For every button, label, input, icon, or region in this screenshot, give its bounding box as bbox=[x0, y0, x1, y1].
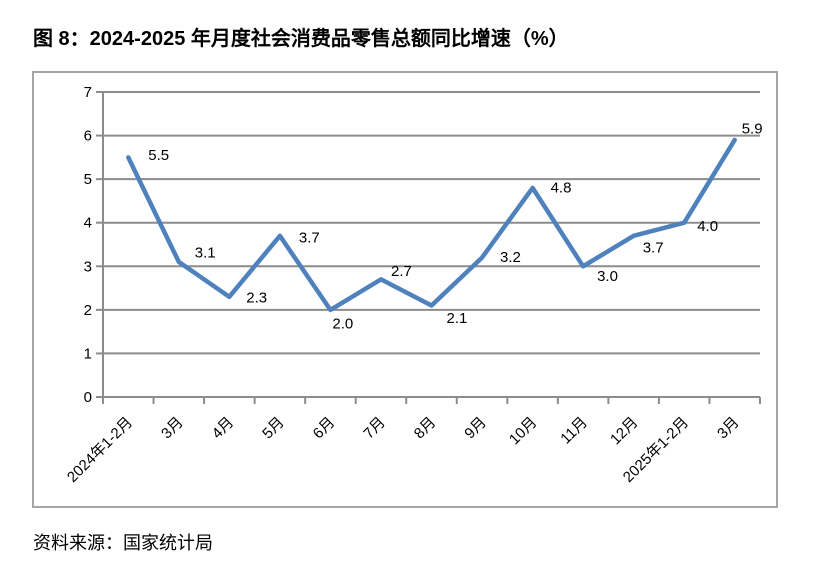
y-axis-label: 3 bbox=[84, 258, 92, 275]
data-point-label: 2.1 bbox=[447, 310, 468, 327]
x-axis-label: 12月 bbox=[607, 414, 641, 448]
x-axis-label: 5月 bbox=[259, 414, 288, 443]
y-axis-label: 7 bbox=[84, 84, 92, 101]
y-axis-label: 1 bbox=[84, 345, 92, 362]
x-axis-label: 3月 bbox=[714, 414, 743, 443]
figure-title: 图 8：2024-2025 年月度社会消费品零售总额同比增速（%） bbox=[33, 28, 569, 50]
y-axis-label: 5 bbox=[84, 171, 92, 188]
chart-frame: 0 1 2 3 4 5 6 7 2024年1-2月 3月 4月 5月 6月 7月 8月 9月 10月 11月 12月… bbox=[32, 71, 778, 508]
data-point-label: 2.0 bbox=[332, 315, 353, 332]
x-axis-label: 7月 bbox=[360, 414, 389, 443]
data-point-label: 5.9 bbox=[742, 120, 763, 137]
x-axis-label: 3月 bbox=[158, 414, 187, 443]
x-axis-label: 6月 bbox=[310, 414, 339, 443]
y-axis-label: 2 bbox=[84, 302, 92, 319]
data-point-label: 2.7 bbox=[391, 263, 412, 280]
data-point-label: 3.7 bbox=[299, 229, 320, 246]
data-point-label: 2.3 bbox=[246, 289, 267, 306]
y-axis-label: 6 bbox=[84, 128, 92, 145]
x-axis-label: 8月 bbox=[411, 414, 440, 443]
data-point-label: 4.8 bbox=[551, 179, 572, 196]
x-axis-label: 4月 bbox=[209, 414, 238, 443]
x-axis-label: 9月 bbox=[461, 414, 490, 443]
data-point-label: 3.7 bbox=[643, 239, 664, 256]
data-point-label: 5.5 bbox=[148, 147, 169, 164]
y-axis-label: 4 bbox=[84, 215, 92, 232]
data-point-label: 4.0 bbox=[697, 218, 718, 235]
data-point-label: 3.1 bbox=[195, 244, 216, 261]
x-axis-label: 10月 bbox=[506, 414, 540, 448]
data-point-label: 3.0 bbox=[597, 268, 618, 285]
x-axis-label: 2024年1-2月 bbox=[64, 414, 136, 486]
y-axis-label: 0 bbox=[84, 389, 92, 406]
data-point-label: 3.2 bbox=[500, 249, 521, 266]
line-chart: 0 1 2 3 4 5 6 7 2024年1-2月 3月 4月 5月 6月 7月 8月 9月 10月 11月 12月… bbox=[64, 84, 763, 486]
data-series-line bbox=[126, 137, 737, 313]
x-axis-label: 11月 bbox=[557, 414, 591, 448]
source-note: 资料来源：国家统计局 bbox=[33, 533, 213, 553]
